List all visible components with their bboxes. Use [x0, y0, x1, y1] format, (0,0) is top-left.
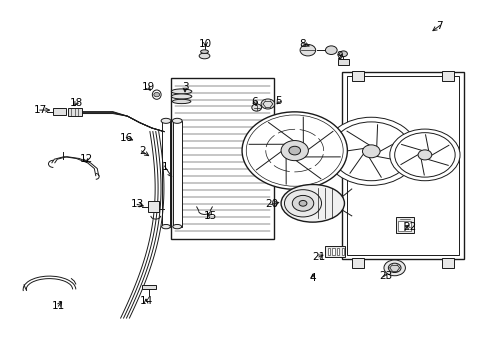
Text: 9: 9	[336, 51, 342, 61]
Text: 22: 22	[403, 222, 416, 232]
Text: 7: 7	[435, 21, 442, 31]
Circle shape	[284, 190, 321, 217]
Text: 10: 10	[199, 39, 212, 49]
Text: 1: 1	[162, 162, 168, 172]
Ellipse shape	[161, 225, 170, 229]
Ellipse shape	[172, 225, 181, 229]
Bar	[341, 248, 343, 255]
Bar	[68, 108, 81, 116]
Circle shape	[389, 129, 459, 181]
Text: 12: 12	[79, 154, 92, 164]
Text: 2: 2	[139, 146, 145, 156]
Text: 20: 20	[264, 199, 277, 210]
Bar	[397, 221, 403, 231]
Circle shape	[362, 145, 379, 158]
Circle shape	[299, 201, 306, 206]
Bar	[161, 121, 170, 226]
Bar	[341, 72, 463, 259]
Ellipse shape	[199, 53, 209, 59]
Text: 17: 17	[34, 105, 47, 115]
Ellipse shape	[152, 90, 161, 99]
Text: 8: 8	[299, 39, 305, 49]
Text: 15: 15	[203, 211, 217, 221]
Text: 21: 21	[311, 252, 325, 262]
Text: 19: 19	[141, 82, 154, 93]
Text: 3: 3	[182, 82, 188, 93]
Circle shape	[383, 260, 405, 276]
Text: 23: 23	[379, 271, 392, 281]
Circle shape	[417, 150, 431, 160]
Bar	[336, 248, 339, 255]
Bar	[441, 258, 453, 268]
Text: 18: 18	[69, 98, 83, 108]
Text: 14: 14	[139, 296, 152, 306]
Bar	[332, 248, 334, 255]
Text: 6: 6	[250, 97, 257, 107]
Ellipse shape	[172, 118, 182, 123]
Bar	[171, 78, 273, 239]
Circle shape	[325, 46, 336, 54]
Ellipse shape	[161, 118, 170, 123]
Bar	[395, 217, 413, 233]
Circle shape	[387, 263, 400, 273]
Bar	[405, 221, 410, 231]
Ellipse shape	[281, 184, 344, 222]
Circle shape	[242, 112, 346, 189]
Ellipse shape	[171, 89, 191, 94]
Ellipse shape	[172, 99, 190, 104]
Text: 5: 5	[275, 96, 282, 106]
Bar	[351, 71, 363, 81]
Text: 4: 4	[309, 273, 315, 283]
Circle shape	[325, 117, 417, 185]
Ellipse shape	[200, 50, 208, 53]
Text: 13: 13	[130, 199, 143, 210]
Bar	[142, 285, 156, 289]
Circle shape	[281, 140, 308, 161]
Text: 11: 11	[52, 301, 65, 311]
Circle shape	[339, 51, 346, 57]
Bar	[327, 248, 330, 255]
Bar	[172, 121, 181, 226]
Bar	[53, 108, 65, 116]
Bar	[351, 258, 363, 268]
Circle shape	[292, 195, 313, 211]
Circle shape	[154, 93, 159, 97]
Circle shape	[261, 99, 274, 109]
Text: 16: 16	[120, 133, 133, 143]
Circle shape	[288, 146, 300, 155]
Circle shape	[300, 44, 315, 56]
Bar	[441, 71, 453, 81]
Ellipse shape	[171, 94, 191, 99]
Bar	[148, 201, 158, 212]
Bar	[325, 246, 345, 257]
Bar	[337, 59, 348, 65]
Bar	[346, 76, 458, 255]
Circle shape	[251, 104, 261, 111]
